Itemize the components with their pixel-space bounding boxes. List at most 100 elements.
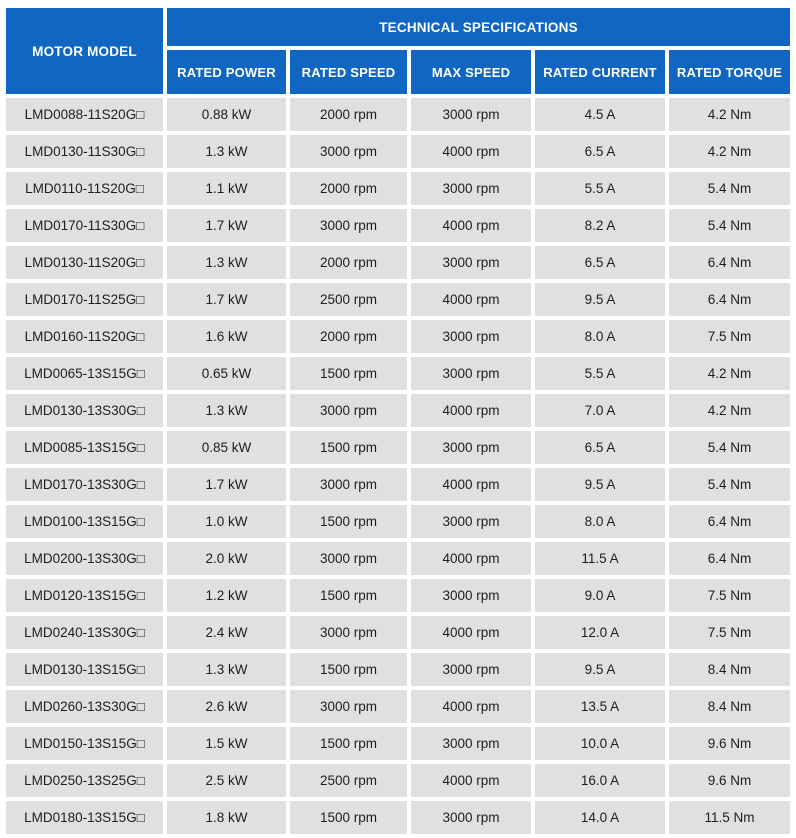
cell-rated-torque: 6.4 Nm: [669, 505, 790, 538]
cell-motor-model: LMD0088-11S20G□: [6, 98, 163, 131]
column-header-max-speed: MAX SPEED: [411, 50, 531, 94]
cell-rated-speed: 3000 rpm: [290, 394, 407, 427]
cell-rated-speed: 1500 rpm: [290, 727, 407, 760]
cell-rated-power: 1.7 kW: [167, 209, 286, 242]
table-row: LMD0065-13S15G□ 0.65 kW 1500 rpm 3000 rpm 5.…: [6, 357, 790, 390]
cell-motor-model: LMD0170-11S30G□: [6, 209, 163, 242]
cell-rated-speed: 3000 rpm: [290, 135, 407, 168]
cell-rated-torque: 4.2 Nm: [669, 394, 790, 427]
cell-max-speed: 4000 rpm: [411, 542, 531, 575]
cell-max-speed: 4000 rpm: [411, 209, 531, 242]
cell-rated-torque: 6.4 Nm: [669, 246, 790, 279]
cell-motor-model: LMD0085-13S15G□: [6, 431, 163, 464]
cell-motor-model: LMD0170-11S25G□: [6, 283, 163, 316]
cell-rated-current: 4.5 A: [535, 98, 665, 131]
cell-rated-torque: 6.4 Nm: [669, 542, 790, 575]
table-row: LMD0250-13S25G□ 2.5 kW 2500 rpm 4000 rpm 16.…: [6, 764, 790, 797]
table-row: LMD0088-11S20G□ 0.88 kW 2000 rpm 3000 rpm 4.…: [6, 98, 790, 131]
cell-rated-power: 2.5 kW: [167, 764, 286, 797]
table-row: LMD0200-13S30G□ 2.0 kW 3000 rpm 4000 rpm 11.…: [6, 542, 790, 575]
table-row: LMD0130-13S15G□ 1.3 kW 1500 rpm 3000 rpm 9.5…: [6, 653, 790, 686]
cell-motor-model: LMD0170-13S30G□: [6, 468, 163, 501]
cell-rated-current: 14.0 A: [535, 801, 665, 834]
cell-max-speed: 4000 rpm: [411, 283, 531, 316]
table-row: LMD0120-13S15G□ 1.2 kW 1500 rpm 3000 rpm 9.0…: [6, 579, 790, 612]
cell-max-speed: 3000 rpm: [411, 505, 531, 538]
cell-motor-model: LMD0110-11S20G□: [6, 172, 163, 205]
table-row: LMD0130-13S30G□ 1.3 kW 3000 rpm 4000 rpm 7.0…: [6, 394, 790, 427]
table-row: LMD0100-13S15G□ 1.0 kW 1500 rpm 3000 rpm 8.0…: [6, 505, 790, 538]
cell-rated-torque: 9.6 Nm: [669, 764, 790, 797]
motor-specs-table: MOTOR MODEL TECHNICAL SPECIFICATIONS RAT…: [2, 4, 794, 838]
cell-rated-torque: 5.4 Nm: [669, 468, 790, 501]
column-header-motor-model: MOTOR MODEL: [6, 8, 163, 94]
cell-rated-speed: 1500 rpm: [290, 579, 407, 612]
cell-motor-model: LMD0250-13S25G□: [6, 764, 163, 797]
cell-rated-power: 2.4 kW: [167, 616, 286, 649]
cell-max-speed: 4000 rpm: [411, 468, 531, 501]
table-row: LMD0260-13S30G□ 2.6 kW 3000 rpm 4000 rpm 13.…: [6, 690, 790, 723]
table-row: LMD0170-11S25G□ 1.7 kW 2500 rpm 4000 rpm 9.5…: [6, 283, 790, 316]
cell-rated-torque: 4.2 Nm: [669, 135, 790, 168]
cell-rated-speed: 1500 rpm: [290, 431, 407, 464]
cell-rated-power: 1.7 kW: [167, 468, 286, 501]
cell-rated-power: 1.7 kW: [167, 283, 286, 316]
cell-rated-current: 9.5 A: [535, 468, 665, 501]
table-row: LMD0085-13S15G□ 0.85 kW 1500 rpm 3000 rpm 6.…: [6, 431, 790, 464]
column-header-rated-power: RATED POWER: [167, 50, 286, 94]
cell-rated-power: 1.0 kW: [167, 505, 286, 538]
cell-rated-torque: 7.5 Nm: [669, 320, 790, 353]
cell-motor-model: LMD0160-11S20G□: [6, 320, 163, 353]
table-row: LMD0130-11S30G□ 1.3 kW 3000 rpm 4000 rpm 6.5…: [6, 135, 790, 168]
cell-rated-torque: 6.4 Nm: [669, 283, 790, 316]
cell-rated-speed: 1500 rpm: [290, 357, 407, 390]
table-row: LMD0130-11S20G□ 1.3 kW 2000 rpm 3000 rpm 6.5…: [6, 246, 790, 279]
cell-rated-speed: 3000 rpm: [290, 468, 407, 501]
cell-max-speed: 3000 rpm: [411, 320, 531, 353]
cell-rated-current: 5.5 A: [535, 357, 665, 390]
cell-rated-power: 0.88 kW: [167, 98, 286, 131]
cell-motor-model: LMD0130-11S30G□: [6, 135, 163, 168]
cell-rated-power: 0.65 kW: [167, 357, 286, 390]
cell-rated-torque: 4.2 Nm: [669, 357, 790, 390]
cell-motor-model: LMD0100-13S15G□: [6, 505, 163, 538]
cell-rated-power: 1.3 kW: [167, 135, 286, 168]
cell-rated-power: 1.6 kW: [167, 320, 286, 353]
cell-max-speed: 3000 rpm: [411, 431, 531, 464]
cell-rated-current: 12.0 A: [535, 616, 665, 649]
cell-motor-model: LMD0180-13S15G□: [6, 801, 163, 834]
cell-rated-torque: 7.5 Nm: [669, 579, 790, 612]
cell-rated-current: 11.5 A: [535, 542, 665, 575]
cell-max-speed: 3000 rpm: [411, 246, 531, 279]
cell-max-speed: 4000 rpm: [411, 690, 531, 723]
table-row: LMD0160-11S20G□ 1.6 kW 2000 rpm 3000 rpm 8.0…: [6, 320, 790, 353]
cell-motor-model: LMD0065-13S15G□: [6, 357, 163, 390]
cell-max-speed: 4000 rpm: [411, 616, 531, 649]
cell-rated-speed: 2000 rpm: [290, 246, 407, 279]
cell-motor-model: LMD0240-13S30G□: [6, 616, 163, 649]
cell-rated-speed: 3000 rpm: [290, 542, 407, 575]
table-row: LMD0240-13S30G□ 2.4 kW 3000 rpm 4000 rpm 12.…: [6, 616, 790, 649]
cell-rated-power: 2.6 kW: [167, 690, 286, 723]
cell-motor-model: LMD0130-13S30G□: [6, 394, 163, 427]
cell-rated-current: 7.0 A: [535, 394, 665, 427]
cell-rated-speed: 3000 rpm: [290, 690, 407, 723]
cell-max-speed: 3000 rpm: [411, 357, 531, 390]
cell-motor-model: LMD0260-13S30G□: [6, 690, 163, 723]
cell-motor-model: LMD0150-13S15G□: [6, 727, 163, 760]
header-row-title: MOTOR MODEL TECHNICAL SPECIFICATIONS: [6, 8, 790, 94]
cell-rated-speed: 2000 rpm: [290, 320, 407, 353]
cell-rated-power: 1.3 kW: [167, 394, 286, 427]
cell-rated-speed: 1500 rpm: [290, 653, 407, 686]
cell-rated-power: 1.2 kW: [167, 579, 286, 612]
header-row-columns: RATED POWER RATED SPEED MAX SPEED RATED …: [6, 50, 790, 94]
cell-rated-torque: 5.4 Nm: [669, 209, 790, 242]
table-row: LMD0110-11S20G□ 1.1 kW 2000 rpm 3000 rpm 5.5…: [6, 172, 790, 205]
cell-rated-current: 9.5 A: [535, 283, 665, 316]
cell-rated-torque: 4.2 Nm: [669, 98, 790, 131]
cell-rated-current: 5.5 A: [535, 172, 665, 205]
table-row: LMD0180-13S15G□ 1.8 kW 1500 rpm 3000 rpm 14.…: [6, 801, 790, 834]
spec-table-body: LMD0088-11S20G□ 0.88 kW 2000 rpm 3000 rpm 4.…: [6, 98, 790, 838]
cell-rated-torque: 11.5 Nm: [669, 801, 790, 834]
cell-rated-speed: 2000 rpm: [290, 172, 407, 205]
